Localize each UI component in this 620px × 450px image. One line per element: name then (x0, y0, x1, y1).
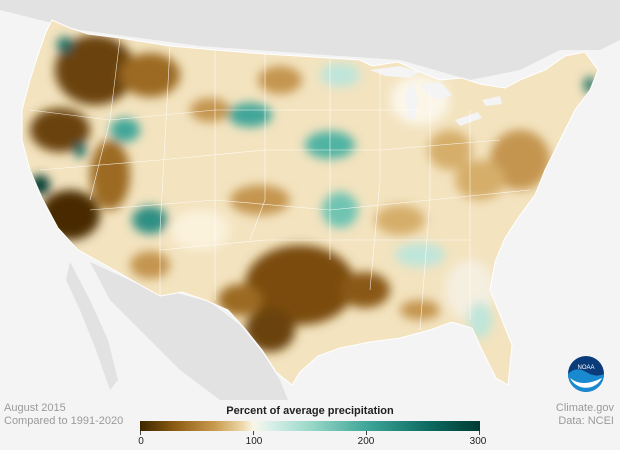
baja-peninsula (66, 262, 118, 390)
legend-colorbar (140, 421, 480, 431)
footer-left: August 2015 Compared to 1991-2020 (4, 402, 123, 428)
data-credit-label: Data: NCEI (558, 415, 614, 427)
state-lines (29, 37, 531, 331)
us-outline (21, 19, 599, 386)
legend-tick-mark-0 (140, 431, 141, 435)
mexico-land (90, 262, 288, 400)
legend-tick-0: 0 (138, 436, 144, 447)
noaa-logo-text: NOAA (577, 365, 594, 371)
legend-tick-300: 300 (469, 436, 487, 447)
legend-tick-mark-200 (366, 431, 367, 435)
canada-land (0, 0, 620, 80)
noaa-logo: NOAA (568, 356, 604, 392)
legend-title: Percent of average precipitation (226, 405, 394, 417)
source-label: Climate.gov (555, 402, 614, 414)
footer-right: Climate.gov Data: NCEI (556, 402, 614, 428)
legend-tick-mark-300 (479, 431, 480, 435)
legend-tick-200: 200 (357, 436, 375, 447)
legend-tick-mark-100 (253, 431, 254, 435)
legend-tick-100: 100 (245, 436, 263, 447)
date-label: August 2015 (4, 402, 66, 414)
baseline-label: Compared to 1991-2020 (4, 415, 124, 427)
precipitation-map: NOAA (0, 0, 620, 400)
